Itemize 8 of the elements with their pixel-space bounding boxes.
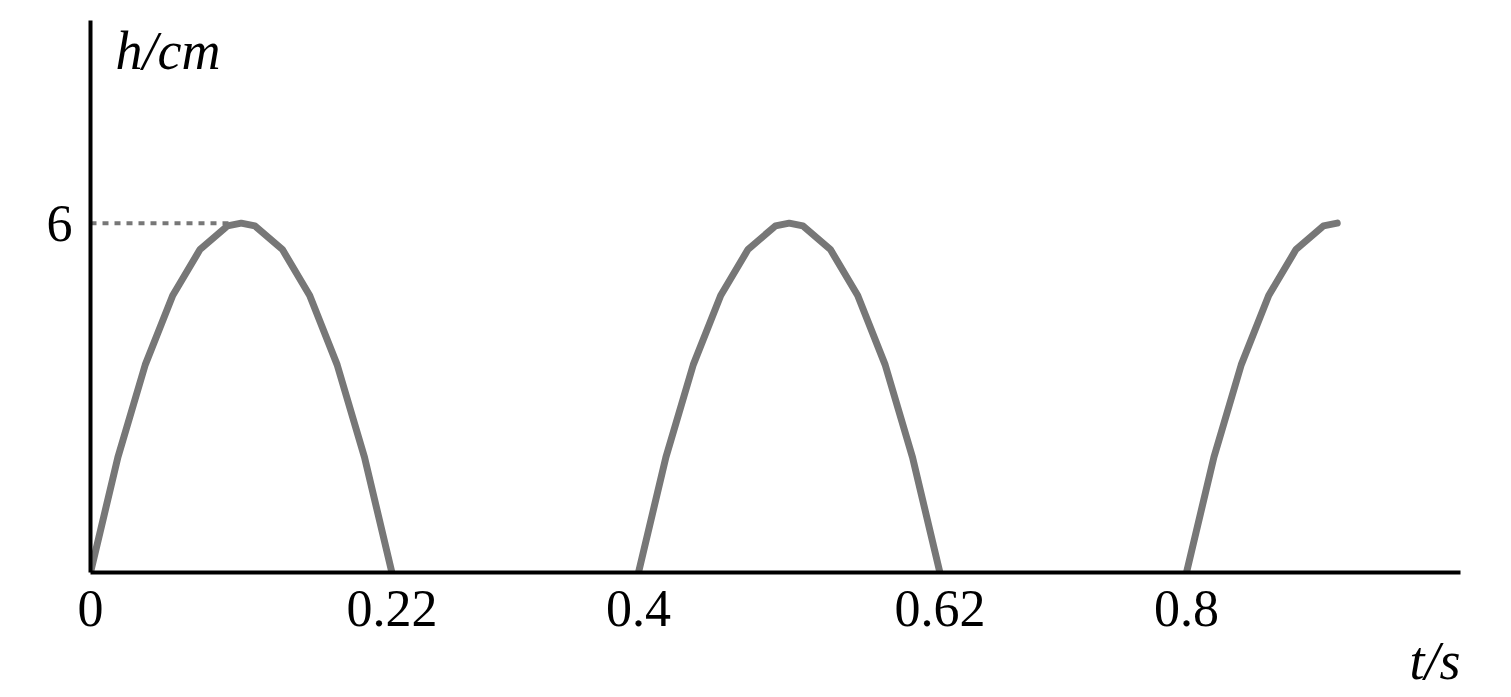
x-tick-label: 0.4: [606, 579, 671, 637]
x-tick-label: 0.22: [346, 579, 438, 637]
x-tick-label: 0: [77, 579, 104, 637]
y-axis-title: h/cm: [115, 20, 221, 81]
x-tick-label: 0.62: [894, 579, 986, 637]
annotation: 6: [46, 194, 73, 252]
x-axis-title: t/s: [1409, 630, 1461, 691]
x-tick-label: 0.8: [1154, 579, 1219, 637]
